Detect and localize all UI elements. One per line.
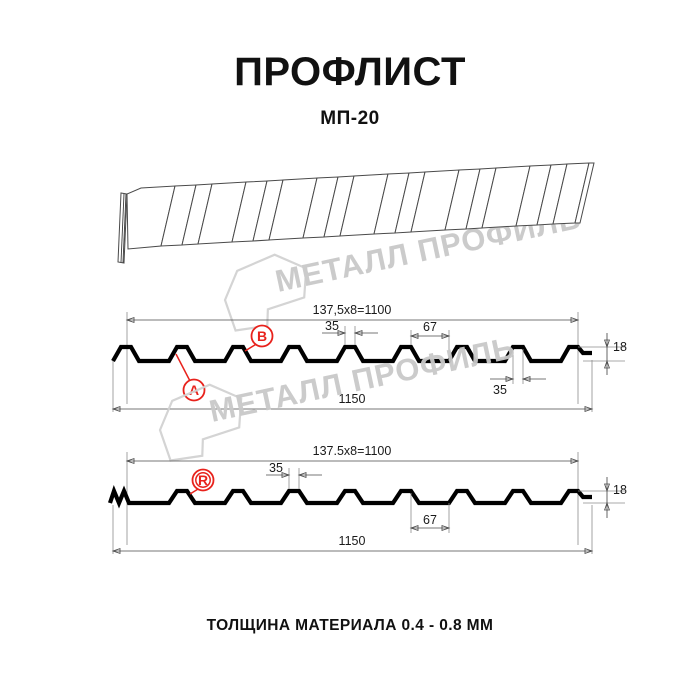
profile-section-a-b: 137,5x8=1100 1150 35 67 — [111, 303, 627, 412]
dimension-bottom-profile1-label: 1150 — [339, 392, 366, 406]
dimension-top-profile2: 137.5x8=1100 — [125, 444, 580, 464]
dimension-67-profile2-label: 67 — [423, 513, 437, 527]
dimension-35-lower-profile1: 35 — [490, 349, 546, 397]
callout-b-circle[interactable] — [250, 324, 274, 348]
callout-r-label: R — [198, 472, 208, 488]
profile-section-r: 137.5x8=1100 1150 35 67 — [108, 444, 627, 554]
dimension-67-profile1: 67 — [409, 320, 451, 361]
watermark-text-lower: МЕТАЛЛ ПРОФИЛЬ — [206, 330, 518, 429]
callout-b[interactable]: B — [244, 324, 274, 352]
callout-b-label: B — [257, 328, 267, 344]
callout-a-label: A — [189, 382, 199, 398]
dimension-top-profile1-label: 137,5x8=1100 — [313, 303, 392, 317]
dimension-67-label: 67 — [423, 320, 437, 334]
dimension-18-label: 18 — [613, 340, 627, 354]
dimension-35-profile2: 35 — [266, 461, 322, 489]
dimension-18-profile1: 18 — [578, 333, 627, 375]
callout-a-circle[interactable] — [182, 378, 206, 402]
callout-r[interactable]: R — [189, 468, 215, 495]
dimension-67-profile2: 67 — [409, 493, 451, 533]
dimension-18-profile2-label: 18 — [613, 483, 627, 497]
dimension-35-profile2-label: 35 — [269, 461, 283, 475]
dimension-35-lower-label: 35 — [493, 383, 507, 397]
profiled-sheet-3d-view — [117, 162, 595, 264]
dimension-bottom-profile2-label: 1150 — [339, 534, 366, 548]
profile1-waveform — [111, 344, 592, 364]
callout-a[interactable]: A — [175, 353, 206, 402]
dimension-top-profile2-label: 137.5x8=1100 — [313, 444, 392, 458]
callout-r-inner-circle — [195, 472, 211, 488]
dimension-35-upper-profile1: 35 — [322, 319, 378, 345]
dimension-18-profile2: 18 — [578, 477, 627, 518]
dimension-top-profile1: 137,5x8=1100 — [125, 303, 580, 323]
dimension-bottom-profile2: 1150 — [111, 534, 594, 554]
dimension-bottom-profile1: 1150 — [111, 392, 594, 412]
dimension-35-upper-label: 35 — [325, 319, 339, 333]
profile2-waveform — [108, 485, 592, 509]
